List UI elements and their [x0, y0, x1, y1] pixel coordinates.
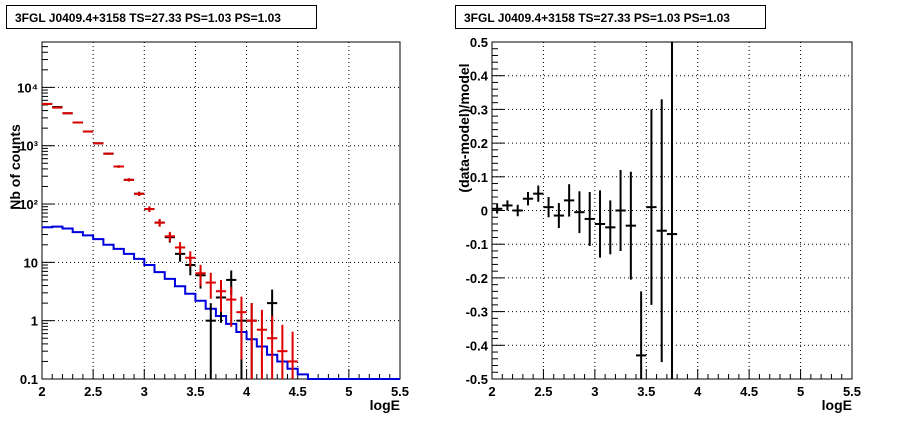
model-point [226, 286, 237, 327]
model-point [113, 165, 124, 168]
residual-point [646, 109, 657, 305]
y-tick-label: 0.4 [470, 69, 489, 84]
residual-point [605, 200, 616, 255]
x-tick-label: 3.5 [186, 384, 204, 399]
y-tick-label: -0.2 [466, 271, 488, 286]
x-tick-label: 3 [591, 384, 598, 399]
x-tick-label: 4 [694, 384, 702, 399]
residual-point [533, 185, 544, 202]
series-source-model [42, 225, 400, 380]
x-tick-label: 3.5 [637, 384, 655, 399]
y-tick-label: 10³ [19, 139, 38, 154]
y-tick-label: 0.5 [470, 35, 488, 50]
model-point [164, 231, 175, 242]
model-point [246, 303, 257, 379]
residual-point [502, 200, 513, 211]
model-point [185, 251, 196, 267]
x-tick-label: 4 [243, 384, 251, 399]
y-tick-label: 1 [31, 314, 38, 329]
y-tick-label: -0.1 [466, 237, 488, 252]
residual-point [666, 42, 678, 379]
y-axis-title-counts: Nb of counts [7, 124, 23, 210]
model-point [287, 331, 298, 379]
residual-point [594, 190, 606, 258]
model-point [215, 279, 227, 312]
residual-point [564, 184, 575, 217]
model-point [42, 102, 53, 105]
residual-point [543, 197, 554, 218]
y-tick-label: 0 [481, 204, 488, 219]
y-tick-label: 0.1 [20, 372, 38, 387]
model-point [154, 219, 165, 227]
x-tick-label: 2.5 [534, 384, 552, 399]
model-point [123, 178, 135, 182]
y-tick-label: 10 [24, 255, 38, 270]
model-point [195, 264, 206, 286]
residual-point [553, 203, 564, 229]
residual-point [492, 204, 503, 214]
x-tick-label: 5 [797, 384, 804, 399]
model-point [144, 206, 155, 213]
residual-point [574, 191, 585, 234]
chart-title-counts: 3FGL J0409.4+3158 TS=27.33 PS=1.03 PS=1.… [6, 5, 317, 29]
plot-area-counts [42, 42, 400, 379]
x-tick-label: 5 [345, 384, 352, 399]
x-tick-label: 2 [488, 384, 495, 399]
x-tick-label: 5.5 [843, 384, 861, 399]
y-tick-label: 0.2 [470, 136, 488, 151]
model-point [82, 130, 94, 133]
model-point [52, 106, 63, 109]
y-tick-label: 0.1 [470, 170, 488, 185]
counts-plot: 2 2.5 3 3.5 4 4.5 5 5.5 0.1 1 10 10² 10³ 10⁴ Nb of cou… [7, 41, 409, 413]
x-axis-title-counts: logE [370, 397, 400, 413]
model-point [205, 272, 216, 299]
x-tick-label: 4.5 [289, 384, 307, 399]
residual-point [512, 204, 523, 217]
y-tick-label: 0.3 [470, 102, 488, 117]
chart-title-residual: 3FGL J0409.4+3158 TS=27.33 PS=1.03 PS=1.… [455, 5, 766, 29]
model-point [267, 315, 278, 379]
residual-point [522, 191, 534, 206]
residual-point [625, 171, 636, 280]
x-axis-title-residual: logE [822, 397, 852, 413]
residual-point [584, 191, 595, 246]
x-tick-label: 2.5 [84, 384, 102, 399]
model-point [134, 191, 145, 196]
model-point [72, 121, 83, 124]
model-point [256, 309, 268, 379]
model-point [103, 152, 114, 155]
residual-point [656, 99, 667, 363]
residual-point [615, 170, 626, 251]
plot-frame-counts [41, 41, 401, 380]
y-tick-label: 10² [19, 197, 38, 212]
model-point [174, 242, 186, 255]
model-point [93, 142, 104, 145]
model-point [62, 112, 73, 115]
x-tick-label: 2 [38, 384, 45, 399]
data-point [205, 303, 216, 379]
model-point [277, 324, 288, 379]
y-axis-title-residual: (data-model)/model [456, 63, 472, 192]
y-tick-label: -0.4 [466, 338, 489, 353]
residual-point [636, 291, 647, 379]
x-tick-label: 5.5 [391, 384, 409, 399]
y-tick-label: 10⁴ [17, 80, 38, 95]
x-tick-label: 3 [141, 384, 148, 399]
y-tick-label: -0.3 [466, 305, 488, 320]
residual-plot: 2 2.5 3 3.5 4 4.5 5 5.5 -0.5 -0.4 -0.3 -0.2 -0.1 0 0.1… [456, 35, 861, 413]
x-tick-label: 4.5 [740, 384, 758, 399]
y-tick-label: -0.5 [466, 372, 488, 387]
model-point [236, 296, 247, 360]
